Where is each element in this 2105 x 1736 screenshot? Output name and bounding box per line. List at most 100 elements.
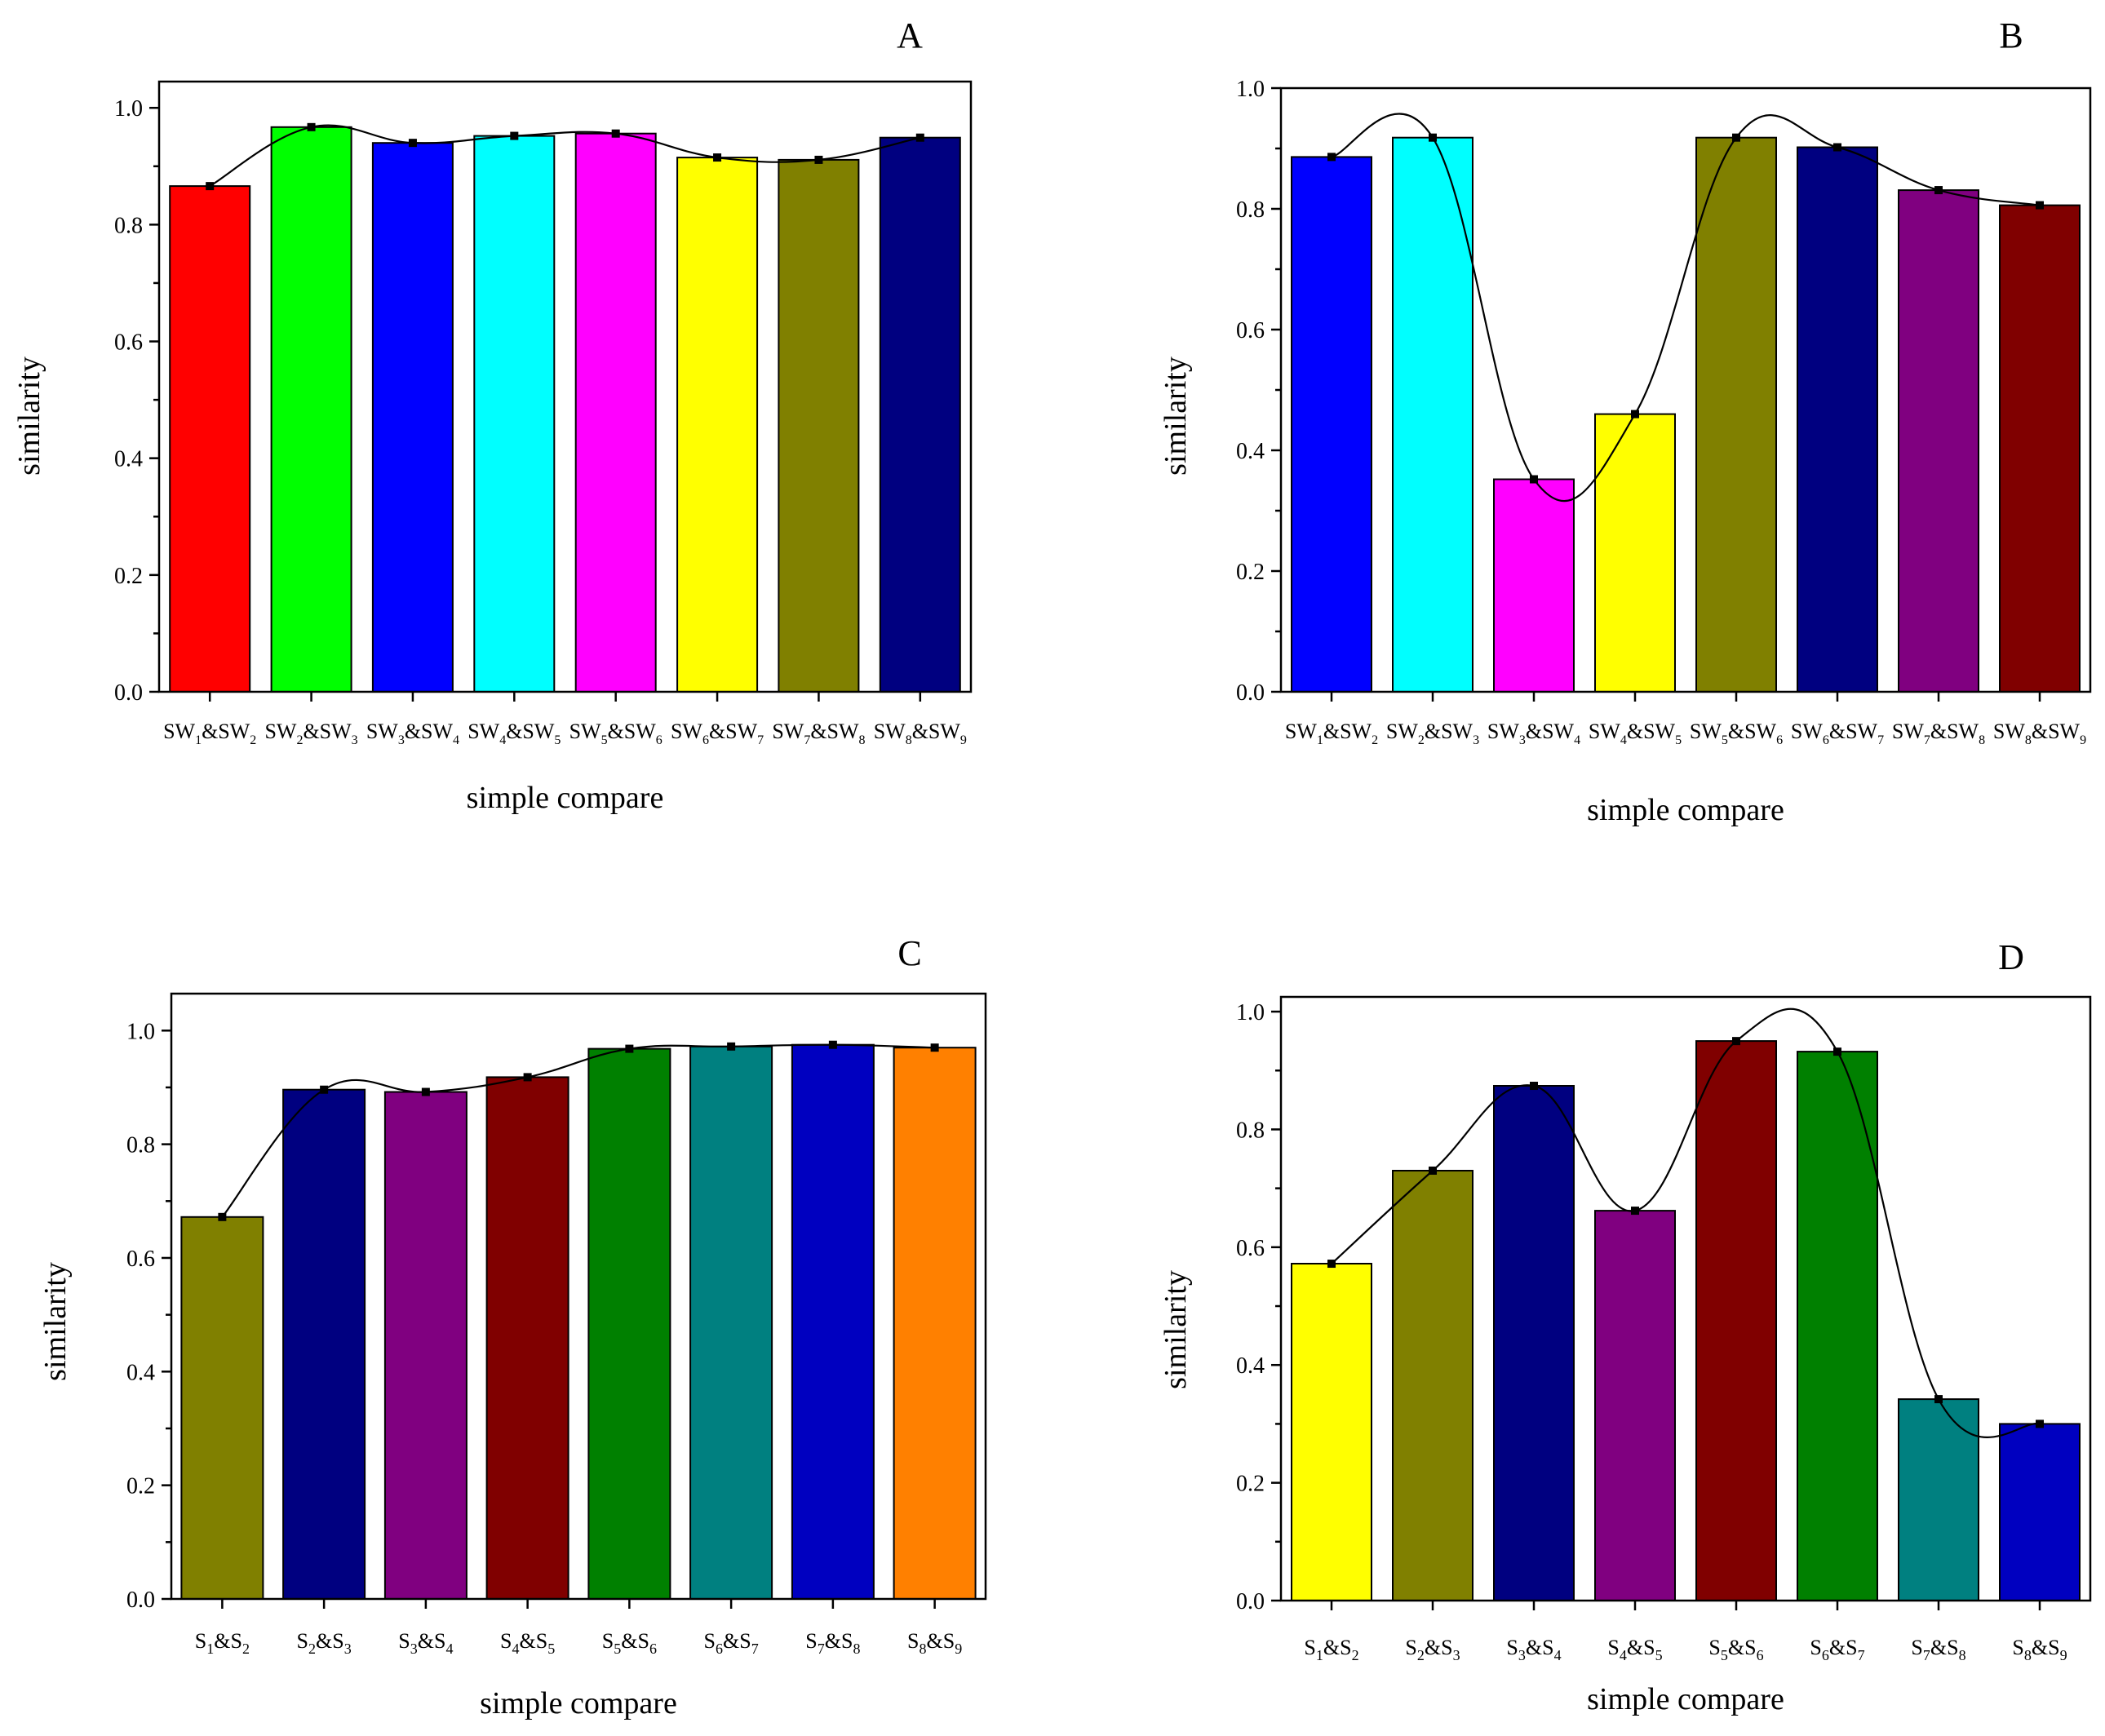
bar-d-8 — [1999, 1423, 2081, 1602]
y-axis-title: similarity — [1159, 356, 1193, 476]
bar-d-6 — [1797, 1051, 1878, 1601]
y-tick-label: 0.6 — [114, 330, 143, 356]
x-tick-label: S8&S9 — [2012, 1636, 2067, 1663]
y-tick-label: 0.6 — [1236, 318, 1265, 343]
bar-c-3 — [383, 1091, 468, 1600]
y-tick-label: 1.0 — [1236, 1000, 1265, 1025]
data-point-c-7 — [828, 1040, 837, 1049]
y-tick-label: 0.6 — [126, 1247, 155, 1272]
x-tick-label: S3&S4 — [398, 1629, 453, 1657]
bar-d-4 — [1594, 1210, 1676, 1601]
x-axis-title: simple compare — [1587, 1682, 1784, 1716]
bar-b-6 — [1797, 146, 1878, 693]
data-point-b-7 — [1934, 186, 1943, 195]
data-point-d-8 — [2036, 1419, 2044, 1428]
y-tick-label: 0.0 — [126, 1588, 155, 1613]
y-tick-label: 0.6 — [1236, 1236, 1265, 1261]
data-point-d-2 — [1429, 1166, 1437, 1175]
data-point-a-1 — [206, 182, 215, 191]
data-point-d-1 — [1327, 1260, 1336, 1269]
x-tick-label: S3&S4 — [1506, 1636, 1561, 1663]
bar-b-1 — [1291, 156, 1372, 693]
y-tick-label: 0.2 — [114, 564, 143, 589]
data-point-a-3 — [408, 139, 417, 148]
data-point-a-5 — [611, 129, 620, 138]
y-tick-label: 1.0 — [1236, 77, 1265, 102]
data-point-a-6 — [713, 153, 722, 162]
x-tick-label: S8&S9 — [907, 1629, 962, 1657]
y-tick-label: 0.8 — [114, 213, 143, 238]
chart-panel-c: 0.0 0.2 0.4 0.6 0.8 1.0 S1&S2 S2&S3 S3&S4 S4&S5 S5… — [38, 933, 987, 1720]
data-point-b-5 — [1732, 133, 1740, 142]
trend-line — [209, 124, 921, 188]
panel-label: D — [1998, 937, 2024, 977]
bar-b-7 — [1898, 189, 1979, 693]
x-tick-label: SW7&SW8 — [1892, 720, 1985, 747]
x-tick-label: S6&S7 — [704, 1629, 759, 1657]
bar-b-8 — [1999, 204, 2081, 693]
x-tick-label: S7&S8 — [805, 1629, 860, 1657]
data-point-c-3 — [421, 1087, 430, 1096]
bar-a-4 — [473, 135, 556, 693]
data-point-b-8 — [2036, 201, 2044, 210]
x-axis-title: simple compare — [1587, 793, 1784, 827]
y-tick-label: 0.2 — [1236, 1472, 1265, 1497]
x-tick-label: S5&S6 — [602, 1629, 657, 1657]
bar-c-2 — [282, 1088, 366, 1600]
y-axis-title: similarity — [1159, 1270, 1193, 1389]
x-tick-label: S1&S2 — [195, 1629, 250, 1657]
y-tick-label: 0.0 — [1236, 1589, 1265, 1614]
y-tick-label: 1.0 — [114, 96, 143, 122]
x-tick-label: SW2&SW3 — [264, 720, 357, 747]
y-axis-title: similarity — [38, 1262, 73, 1381]
bar-a-1 — [169, 185, 251, 693]
x-tick-label: S2&S3 — [1405, 1636, 1460, 1663]
bar-a-3 — [371, 142, 454, 693]
x-tick-label: SW7&SW8 — [772, 720, 865, 747]
y-tick-label: 1.0 — [126, 1019, 155, 1044]
x-tick-label: SW3&SW4 — [366, 720, 459, 747]
data-point-b-3 — [1530, 475, 1538, 484]
data-point-b-4 — [1631, 410, 1639, 418]
y-tick-label: 0.4 — [1236, 439, 1265, 464]
data-point-b-1 — [1327, 153, 1336, 162]
bar-b-4 — [1594, 413, 1676, 693]
bar-a-7 — [778, 158, 860, 693]
x-axis-title: simple compare — [467, 781, 664, 815]
data-point-d-6 — [1833, 1047, 1841, 1056]
bar-d-2 — [1392, 1170, 1474, 1601]
data-point-d-5 — [1732, 1037, 1740, 1046]
plot-frame — [170, 992, 987, 1601]
y-tick-label: 0.4 — [1236, 1353, 1265, 1379]
y-tick-label: 0.2 — [1236, 560, 1265, 585]
y-tick-label: 0.2 — [126, 1474, 155, 1499]
data-point-c-8 — [930, 1043, 939, 1052]
plot-frame — [157, 80, 973, 693]
data-point-a-4 — [510, 131, 519, 140]
data-point-c-6 — [727, 1042, 736, 1051]
bar-d-7 — [1898, 1398, 1979, 1601]
data-point-b-2 — [1429, 133, 1437, 142]
bar-b-3 — [1493, 478, 1575, 693]
panel-label: A — [897, 16, 923, 55]
data-point-a-8 — [915, 133, 924, 142]
bar-a-5 — [574, 132, 657, 693]
chart-panel-d: 0.0 0.2 0.4 0.6 0.8 1.0 S1&S2 S2&S3 S3&S4 S4&S5 S5… — [1159, 937, 2092, 1716]
bar-a-2 — [270, 126, 352, 693]
data-point-d-7 — [1934, 1395, 1943, 1404]
bar-c-7 — [791, 1043, 875, 1600]
data-point-c-1 — [218, 1212, 227, 1221]
trend-line — [1331, 1008, 2041, 1438]
x-tick-label: S6&S7 — [1810, 1636, 1864, 1663]
bar-b-5 — [1695, 136, 1777, 693]
y-axis-title: similarity — [12, 356, 47, 476]
x-tick-label: SW1&SW2 — [163, 720, 256, 747]
x-tick-label: SW6&SW7 — [1791, 720, 1884, 747]
chart-panel-b: 0.0 0.2 0.4 0.6 0.8 1.0 SW1&SW2 SW2&SW3 SW3&SW4 S… — [1159, 16, 2092, 827]
x-tick-label: SW5&SW6 — [1690, 720, 1783, 747]
panel-label: C — [897, 933, 921, 973]
x-axis-title: simple compare — [480, 1686, 677, 1720]
x-tick-label: S4&S5 — [500, 1629, 555, 1657]
bar-a-8 — [879, 136, 961, 693]
data-point-d-3 — [1530, 1082, 1538, 1091]
